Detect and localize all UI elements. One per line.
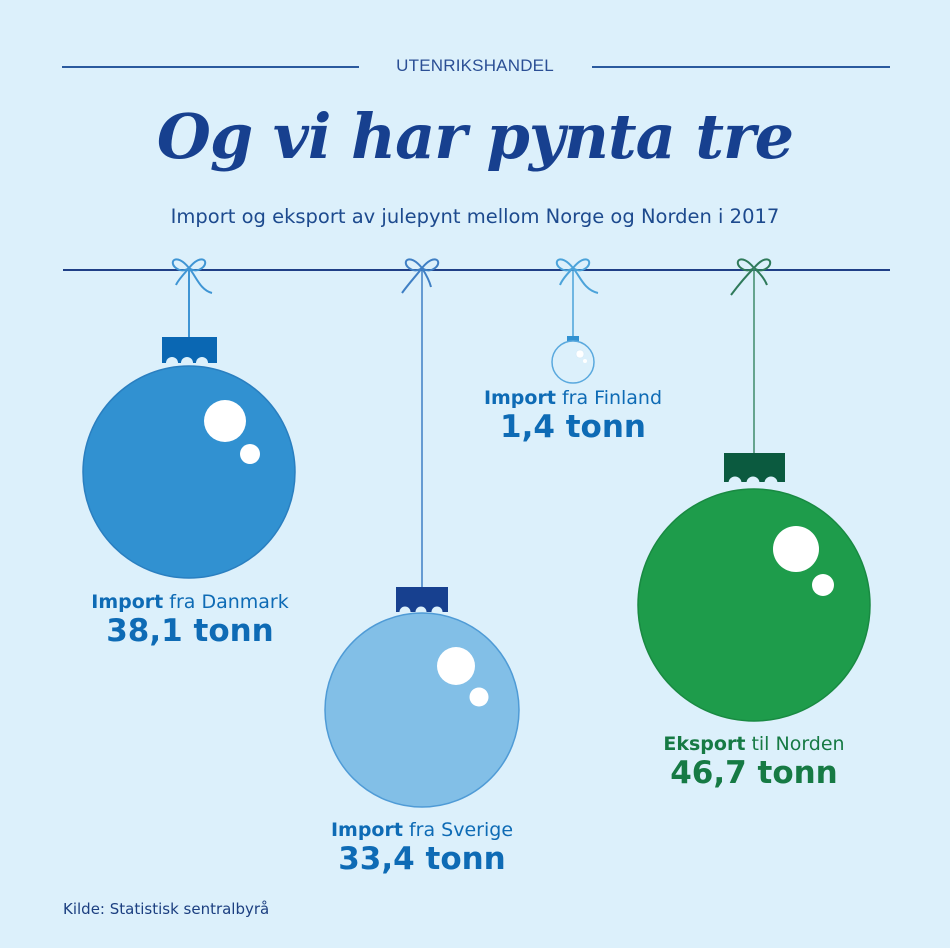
label-finland-rest: fra Finland	[555, 387, 663, 409]
value-finland: 1,4 tonn	[500, 408, 646, 445]
ornament-sverige	[324, 258, 520, 808]
label-sverige-rest: fra Sverige	[402, 819, 514, 841]
label-finland-title: Import fra Finland	[423, 387, 723, 410]
header-rule-right	[592, 66, 890, 68]
label-norden: Eksport til Norden 46,7 tonn	[604, 733, 904, 791]
bow-icon	[555, 258, 599, 294]
label-danmark-title: Import fra Danmark	[40, 591, 340, 614]
value-sverige: 33,4 tonn	[338, 840, 506, 877]
label-danmark-rest: fra Danmark	[163, 591, 289, 613]
label-sverige: Import fra Sverige 33,4 tonn	[272, 819, 572, 877]
ornament-norden	[637, 258, 871, 722]
source-note: Kilde: Statistisk sentralbyrå	[63, 900, 270, 918]
ornament-finland	[551, 258, 599, 384]
header-rule-left	[62, 66, 359, 68]
label-norden-bold: Eksport	[663, 733, 746, 755]
label-danmark-bold: Import	[91, 591, 164, 613]
ornament-danmark	[82, 258, 296, 579]
bow-icon	[401, 258, 440, 294]
value-danmark: 38,1 tonn	[106, 612, 274, 649]
label-finland: Import fra Finland 1,4 tonn	[423, 387, 723, 445]
bow-icon	[171, 258, 213, 294]
kicker: UTENRIKSHANDEL	[396, 56, 554, 75]
label-danmark: Import fra Danmark 38,1 tonn	[40, 591, 340, 649]
label-norden-rest: til Norden	[745, 733, 845, 755]
bow-icon	[730, 258, 772, 296]
label-sverige-bold: Import	[330, 819, 403, 841]
hanging-string	[63, 269, 890, 271]
label-finland-bold: Import	[483, 387, 556, 409]
page-title: Og vi har pynta tre	[156, 100, 794, 173]
value-norden: 46,7 tonn	[670, 754, 838, 791]
page-subtitle: Import og eksport av julepynt mellom Nor…	[170, 205, 780, 228]
label-norden-title: Eksport til Norden	[604, 733, 904, 756]
label-sverige-title: Import fra Sverige	[272, 819, 572, 842]
